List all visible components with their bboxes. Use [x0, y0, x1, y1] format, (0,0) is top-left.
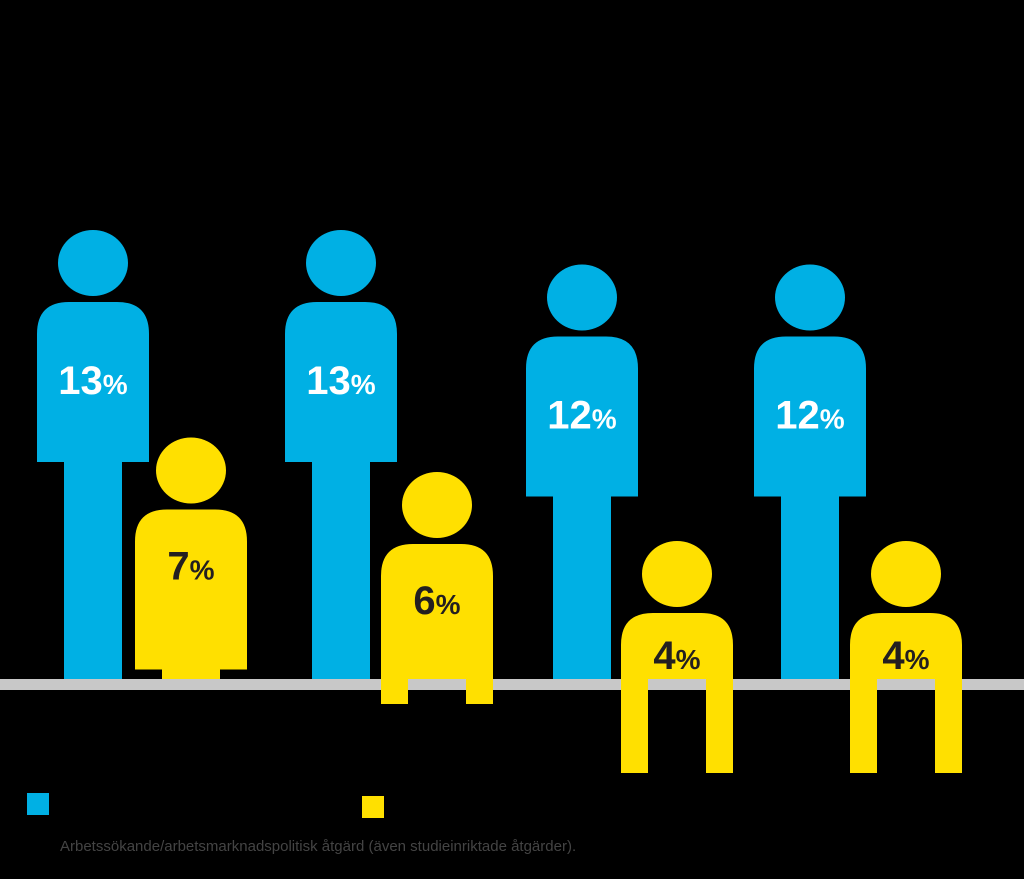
yellow-figure-4 [850, 541, 962, 773]
blue-value-label-3-unit: % [592, 404, 617, 435]
yellow-figure-1 [135, 437, 247, 679]
yellow-figure-3 [621, 541, 733, 773]
yellow-value-label-3-number: 4 [653, 634, 676, 678]
blue-value-label-3: 12% [547, 394, 617, 438]
blue-value-label-4: 12% [775, 394, 845, 438]
yellow-value-label-1-unit: % [190, 555, 215, 586]
yellow-value-label-4-number: 4 [882, 634, 905, 678]
yellow-value-label-4: 4% [882, 634, 929, 678]
footnote: Arbetssökande/arbetsmarknadspolitisk åtg… [60, 838, 577, 855]
blue-figure-2-head [306, 230, 376, 296]
yellow-figure-2 [381, 472, 493, 704]
blue-figure-4-body [754, 336, 866, 679]
blue-figure-1-body [37, 302, 149, 679]
blue-figure-2-body [285, 302, 397, 679]
yellow-figure-4-head [871, 541, 941, 607]
yellow-figure-3-head [642, 541, 712, 607]
blue-value-label-4-number: 12 [775, 394, 820, 438]
blue-figure-4-head [775, 264, 845, 331]
blue-value-label-2-unit: % [351, 369, 376, 400]
blue-value-label-1: 13% [58, 359, 128, 403]
yellow-value-label-2-unit: % [436, 589, 461, 620]
blue-figure-2 [285, 230, 397, 679]
blue-figure-3-head [547, 264, 617, 331]
blue-figure-1-head [58, 230, 128, 296]
blue-value-label-1-number: 13 [58, 359, 103, 403]
yellow-value-label-1-number: 7 [167, 545, 189, 589]
blue-figure-1 [37, 230, 149, 679]
yellow-value-label-4-unit: % [905, 644, 930, 675]
yellow-value-label-3-unit: % [676, 644, 701, 675]
yellow-figure-4-body [850, 613, 962, 773]
legend-swatch-blue [27, 793, 49, 815]
yellow-figure-2-body [381, 544, 493, 704]
yellow-figure-3-body [621, 613, 733, 773]
yellow-value-label-2-number: 6 [413, 579, 435, 623]
yellow-value-label-1: 7% [167, 545, 214, 589]
yellow-value-label-3: 4% [653, 634, 700, 678]
blue-value-label-2-number: 13 [306, 359, 351, 403]
legend-swatch-yellow [362, 796, 384, 818]
blue-figure-3 [526, 264, 638, 679]
yellow-figure-2-head [402, 472, 472, 538]
blue-figure-3-body [526, 336, 638, 679]
blue-value-label-2: 13% [306, 359, 376, 403]
blue-value-label-3-number: 12 [547, 394, 592, 438]
blue-value-label-4-unit: % [820, 404, 845, 435]
yellow-figure-1-head [156, 437, 226, 504]
chart-baseline [0, 679, 1024, 690]
yellow-value-label-2: 6% [413, 579, 460, 623]
yellow-figure-1-body [135, 509, 247, 679]
blue-value-label-1-unit: % [103, 369, 128, 400]
blue-figure-4 [754, 264, 866, 679]
